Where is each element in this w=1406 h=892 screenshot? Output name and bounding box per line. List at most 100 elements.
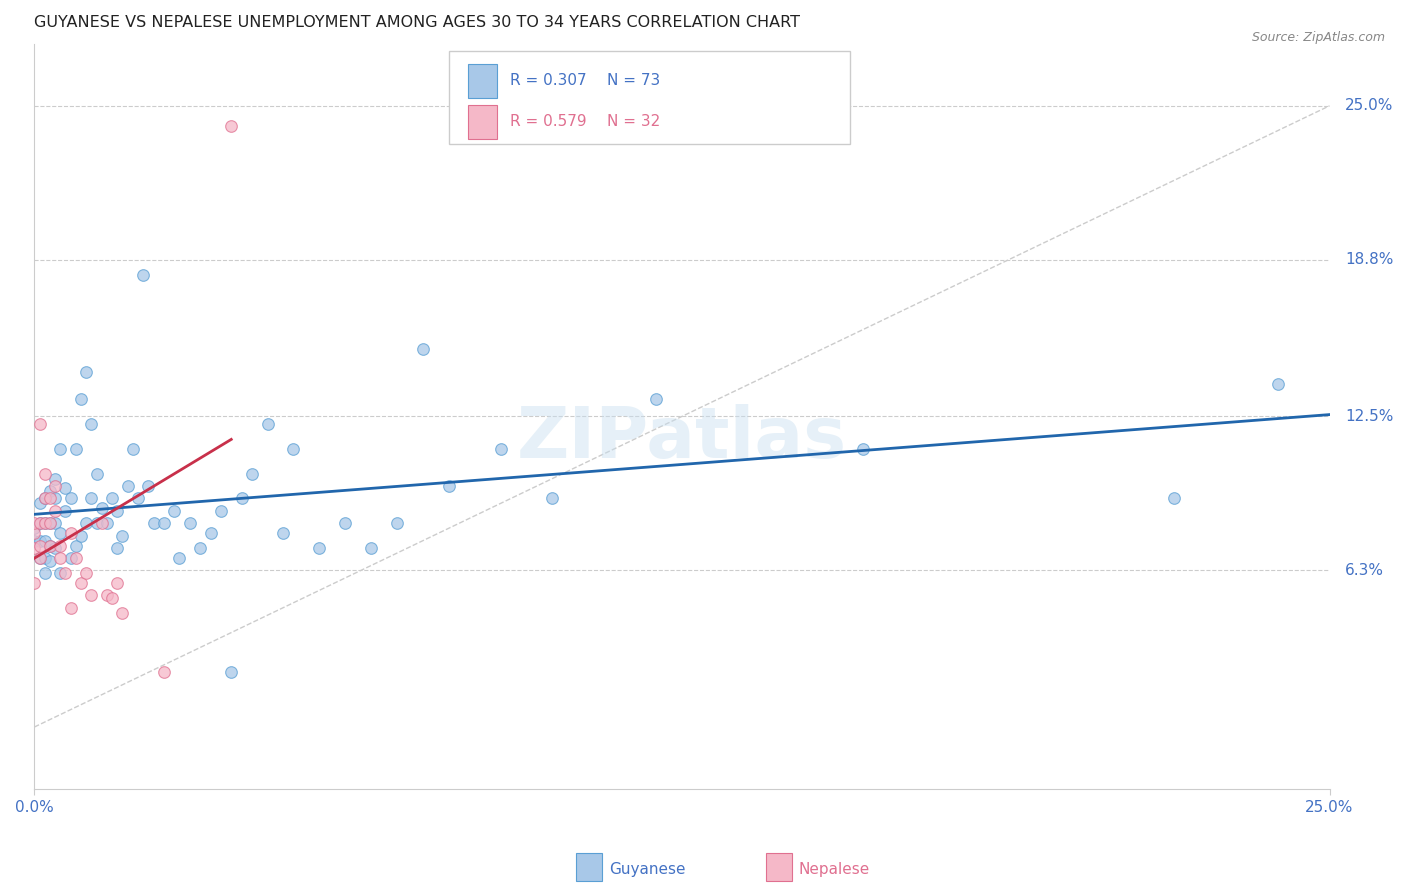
Point [70, 392, 93, 406]
Point [90, 516, 112, 531]
Point [28, 516, 51, 531]
Point [34, 491, 56, 506]
Point [645, 392, 668, 406]
Point [28, 551, 51, 566]
Point [39, 483, 62, 498]
Point [28, 496, 51, 510]
Point [75, 566, 97, 580]
Text: Source: ZipAtlas.com: Source: ZipAtlas.com [1251, 31, 1385, 45]
Point [70, 529, 93, 543]
Point [22, 516, 45, 531]
Point [34, 566, 56, 580]
Point [39, 516, 62, 531]
Text: N = 73: N = 73 [607, 73, 659, 88]
Text: N = 32: N = 32 [607, 114, 659, 129]
Point [28, 551, 51, 566]
Point [34, 533, 56, 548]
Point [59, 491, 82, 506]
Point [39, 491, 62, 506]
Point [75, 516, 97, 531]
Point [55, 566, 77, 580]
Point [308, 541, 330, 555]
Text: Nepalese: Nepalese [799, 863, 870, 877]
Point [1163, 491, 1185, 506]
Point [34, 516, 56, 531]
Point [22, 575, 45, 590]
FancyBboxPatch shape [468, 105, 496, 139]
Point [22, 521, 45, 535]
Text: GUYANESE VS NEPALESE UNEMPLOYMENT AMONG AGES 30 TO 34 YEARS CORRELATION CHART: GUYANESE VS NEPALESE UNEMPLOYMENT AMONG … [34, 15, 800, 30]
Point [34, 491, 56, 506]
Point [49, 539, 72, 553]
Point [256, 417, 278, 431]
Point [49, 442, 72, 456]
Point [65, 539, 87, 553]
Point [283, 442, 305, 456]
Point [169, 551, 191, 566]
Point [39, 553, 62, 567]
Point [111, 529, 134, 543]
Point [142, 516, 165, 531]
Point [80, 417, 103, 431]
Text: Guyanese: Guyanese [609, 863, 685, 877]
Point [437, 479, 460, 493]
Point [489, 442, 512, 456]
Point [105, 504, 128, 518]
Point [80, 491, 103, 506]
Point [86, 467, 108, 481]
Point [231, 491, 253, 506]
Point [163, 504, 186, 518]
Point [65, 442, 87, 456]
Point [80, 588, 103, 602]
Point [117, 479, 139, 493]
Text: 6.3%: 6.3% [1346, 563, 1384, 578]
Point [44, 471, 66, 485]
Point [188, 541, 211, 555]
Point [200, 526, 222, 541]
Point [96, 588, 118, 602]
Point [138, 479, 160, 493]
Point [101, 491, 124, 506]
Point [22, 533, 45, 548]
Text: 25.0%: 25.0% [1346, 98, 1393, 113]
Point [70, 575, 93, 590]
Point [111, 606, 134, 620]
Point [101, 591, 124, 605]
Text: R = 0.307: R = 0.307 [510, 73, 586, 88]
Point [28, 539, 51, 553]
Text: R = 0.579: R = 0.579 [510, 114, 586, 129]
Point [240, 467, 263, 481]
Point [121, 442, 143, 456]
Point [335, 516, 357, 531]
Point [44, 491, 66, 506]
Point [34, 551, 56, 566]
Text: 12.5%: 12.5% [1346, 409, 1393, 424]
Point [55, 504, 77, 518]
Point [49, 551, 72, 566]
Point [127, 491, 149, 506]
Point [59, 551, 82, 566]
Point [1267, 377, 1289, 392]
Point [44, 504, 66, 518]
Point [96, 516, 118, 531]
FancyBboxPatch shape [468, 64, 496, 98]
Point [49, 566, 72, 580]
Point [852, 442, 875, 456]
Point [209, 504, 232, 518]
Point [219, 665, 242, 680]
Text: 18.8%: 18.8% [1346, 252, 1393, 268]
Point [179, 516, 201, 531]
Point [55, 482, 77, 496]
Point [153, 665, 176, 680]
Point [75, 365, 97, 379]
Text: ZIPatlas: ZIPatlas [517, 404, 846, 474]
Point [360, 541, 382, 555]
Point [39, 539, 62, 553]
Point [28, 516, 51, 531]
Point [39, 516, 62, 531]
Point [132, 268, 155, 282]
Point [49, 526, 72, 541]
Point [59, 526, 82, 541]
Point [44, 516, 66, 531]
Point [271, 526, 294, 541]
